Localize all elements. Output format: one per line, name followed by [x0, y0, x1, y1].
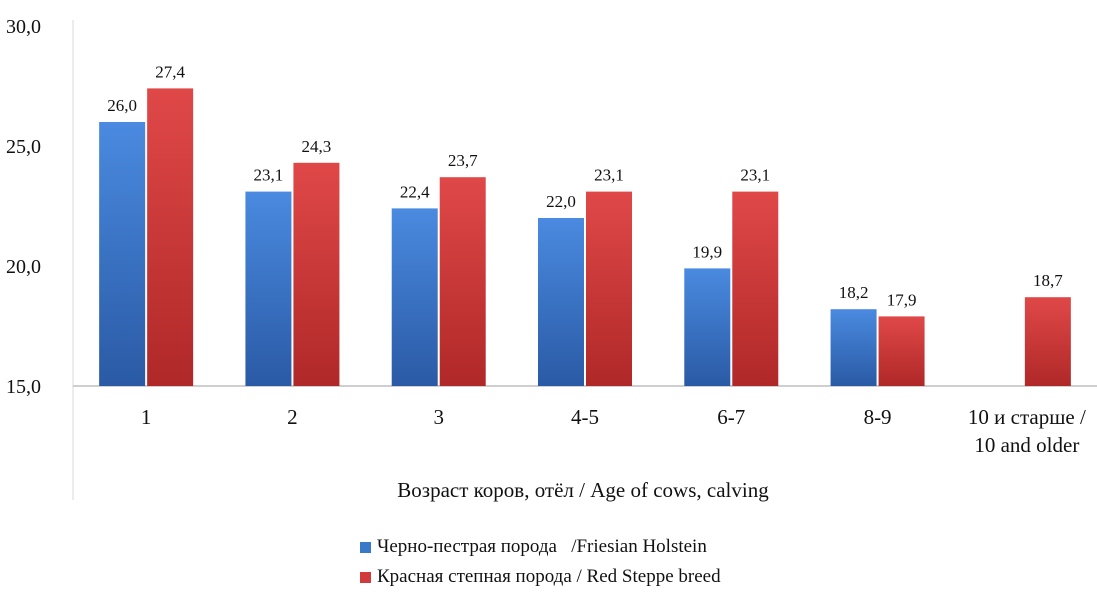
data-label-series-1: 19,9	[692, 242, 722, 261]
data-label-series-2: 27,4	[155, 62, 185, 81]
bar-series-2	[732, 191, 779, 386]
data-label-series-2: 23,1	[594, 166, 624, 185]
bar-series-1	[684, 268, 731, 386]
legend-item-series-2: Красная степная порода / Red Steppe bree…	[360, 562, 721, 592]
data-label-series-2: 17,9	[887, 290, 917, 309]
x-tick-label: 3	[433, 405, 444, 429]
data-label-series-2: 24,3	[302, 137, 332, 156]
x-tick-label: 1	[141, 405, 152, 429]
x-tick-label: 8-9	[864, 405, 892, 429]
bar-series-2	[293, 162, 340, 386]
legend-item-series-1: Черно-пестрая порода /Friesian Holstein	[360, 532, 721, 562]
bar-series-2	[439, 177, 486, 386]
data-label-series-2: 23,7	[448, 151, 478, 170]
bar-series-1	[391, 208, 438, 386]
x-tick-label: 10 и старше /10 and older	[968, 405, 1086, 457]
bar-series-2	[147, 88, 194, 387]
legend-label-series-1: Черно-пестрая порода /Friesian Holstein	[377, 536, 707, 557]
x-tick-label: 2	[287, 405, 298, 429]
data-label-series-1: 23,1	[254, 166, 284, 185]
data-labels-group: 26,0 27,4 23,1 24,3 22,4 23,7 22,0 23,1 19,9 23,1…	[107, 62, 1063, 309]
y-tick-label: 15,0	[6, 376, 41, 398]
y-axis-ticks: 15,0 20,0 25,0 30,0	[6, 16, 41, 398]
data-label-series-2: 18,7	[1033, 271, 1063, 290]
x-tick-label: 6-7	[717, 405, 745, 429]
bar-series-1	[830, 309, 877, 386]
bars-group	[99, 88, 1071, 387]
x-axis-labels: 1 2 3 4-5 6-7 8-9 10 и старше /10 and older	[141, 405, 1086, 457]
y-tick-label: 20,0	[6, 256, 41, 278]
bar-series-1	[245, 191, 292, 386]
legend-swatch-series-1	[360, 541, 371, 553]
bar-series-1	[538, 218, 584, 386]
bar-series-2	[586, 191, 632, 386]
legend-swatch-series-2	[360, 571, 371, 583]
data-label-series-1: 18,2	[839, 283, 869, 302]
data-label-series-2: 23,1	[740, 166, 770, 185]
y-tick-label: 30,0	[6, 16, 41, 38]
data-label-series-1: 22,0	[546, 192, 576, 211]
data-label-series-1: 26,0	[107, 96, 137, 115]
y-tick-label: 25,0	[6, 136, 41, 158]
bar-series-1	[99, 122, 146, 386]
x-tick-label: 4-5	[571, 405, 599, 429]
data-label-series-1: 22,4	[400, 182, 430, 201]
bar-series-2	[1024, 297, 1071, 386]
x-axis-title: Возраст коров, отёл / Age of cows, calvi…	[397, 478, 769, 502]
bar-series-2	[878, 316, 925, 386]
legend: Черно-пестрая порода /Friesian Holstein …	[360, 532, 721, 592]
legend-label-series-2: Красная степная порода / Red Steppe bree…	[377, 566, 721, 587]
